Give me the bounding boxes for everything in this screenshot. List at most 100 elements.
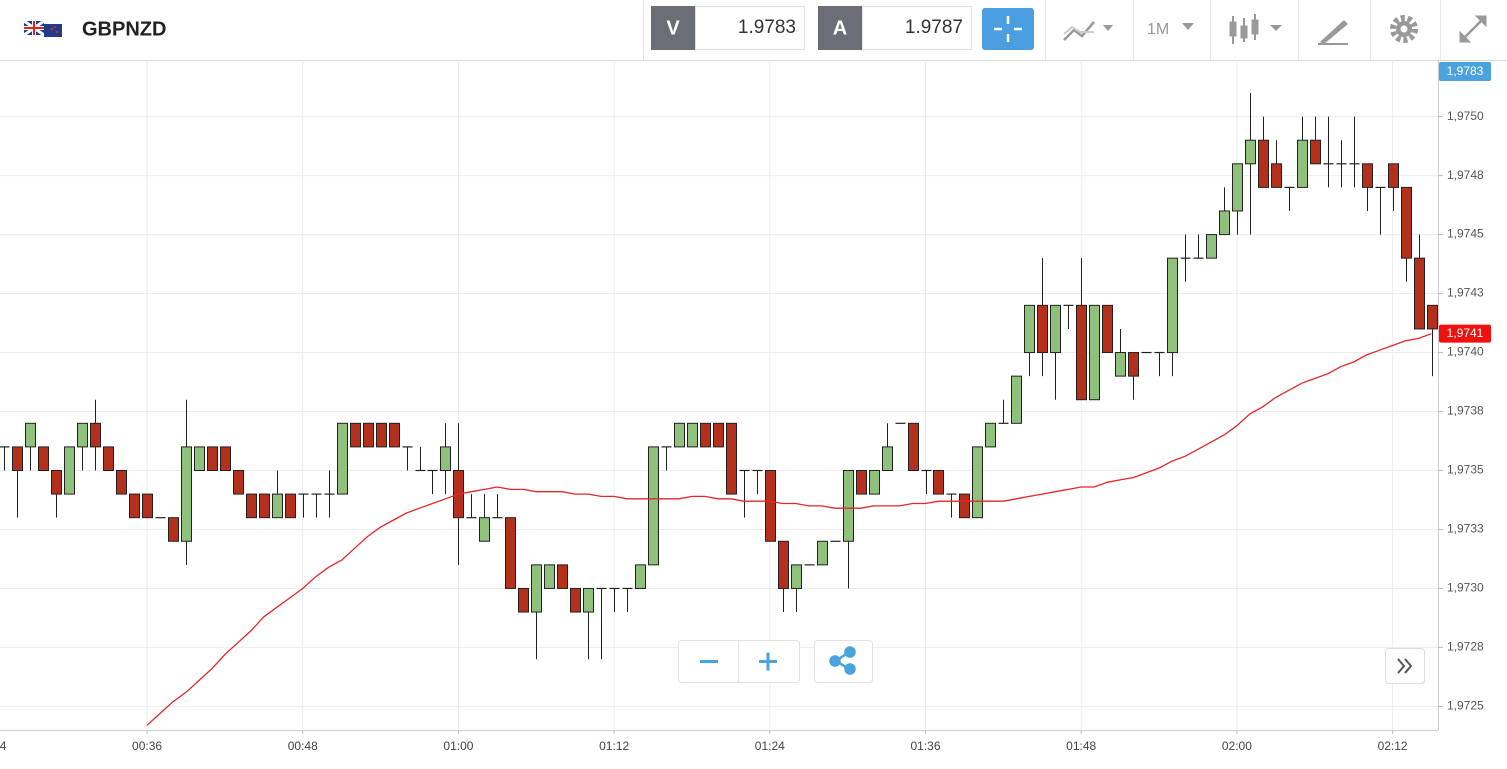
candle-body (700, 422, 711, 448)
share-button[interactable] (814, 640, 873, 683)
candle-body (1219, 210, 1230, 236)
drawing-tools-button[interactable] (1318, 20, 1348, 45)
candle-body (869, 469, 880, 495)
candle-body (1050, 304, 1061, 354)
candle-body (713, 422, 724, 448)
axes: 1,9750 1,9748 1,9745 1,9743 1,9740 1,9738 1,97… (0, 109, 1491, 753)
candle-body (103, 446, 114, 471)
candle-body (908, 422, 919, 471)
candle-body (843, 469, 854, 542)
x-tick-label: 01:48 (1066, 739, 1096, 753)
candle-body (557, 564, 568, 589)
zoom-controls (678, 640, 1425, 684)
candle-body (77, 422, 88, 448)
candle-body (959, 493, 970, 519)
separator (1210, 0, 1211, 60)
chart-type-button[interactable] (1229, 14, 1282, 44)
x-tick-label: 02:00 (1222, 739, 1252, 753)
flag-icon (23, 19, 62, 37)
candle-body (1258, 139, 1269, 188)
y-tick-label: 1,9733 (1447, 522, 1484, 536)
candle-body (765, 469, 776, 542)
double-chevron-icon (1397, 658, 1413, 674)
plot-area (0, 93, 1438, 726)
candle-body (129, 493, 140, 519)
candle-body (1245, 139, 1256, 165)
timeframe-caret (1182, 23, 1194, 30)
x-tick-label: 01:36 (910, 739, 940, 753)
x-tick-label: 01:00 (443, 739, 473, 753)
candle-body (583, 587, 594, 613)
y-tick-label: 1,9730 (1447, 581, 1484, 595)
candle-body (778, 540, 789, 589)
bid-button[interactable] (651, 6, 695, 50)
candle-body (674, 422, 685, 448)
candle-body (1102, 304, 1113, 354)
candle-body (985, 422, 996, 448)
ask-box[interactable] (862, 6, 972, 50)
candle-body (1414, 257, 1425, 330)
candle-body (687, 422, 698, 448)
candle-body (570, 587, 581, 613)
separator (1370, 0, 1371, 60)
candle-body (272, 493, 283, 519)
candle-body (1167, 257, 1178, 354)
last-price-label: 1,9783 (1447, 64, 1484, 78)
candle-body (285, 493, 296, 519)
candle-body (479, 517, 490, 542)
candle-body (531, 564, 542, 613)
candle-body (817, 540, 828, 566)
indicator-button[interactable] (1063, 21, 1113, 41)
candle-body (220, 446, 231, 471)
separator (1133, 0, 1134, 60)
moving-average-line (146, 333, 1432, 726)
crosshair-button[interactable] (982, 8, 1034, 50)
candle-body (544, 564, 555, 589)
candle-body (1271, 163, 1282, 188)
candle-body (194, 446, 205, 471)
candle-body (181, 446, 192, 542)
y-tick-label: 1,9728 (1447, 640, 1484, 654)
candle-body (376, 422, 387, 448)
candle-body (259, 493, 270, 519)
candle-body (389, 422, 400, 448)
y-tick-label: 1,9745 (1447, 227, 1484, 241)
ask-button[interactable] (818, 6, 862, 50)
x-tick-label: 00:24 (0, 739, 7, 753)
y-tick-label: 1,9743 (1447, 286, 1484, 300)
separator (643, 0, 644, 60)
candle-body (116, 469, 127, 495)
y-tick-label: 1,9735 (1447, 463, 1484, 477)
fullscreen-button[interactable] (1459, 15, 1487, 43)
candle-body (1297, 139, 1308, 188)
candle-body (38, 446, 49, 471)
symbol: GBPNZD (82, 18, 166, 40)
bid-price: 1.9783 (738, 17, 796, 38)
y-tick-label: 1,9748 (1447, 168, 1484, 182)
candle-body (142, 493, 153, 519)
crosshair-icon (994, 16, 1022, 42)
bid-box[interactable] (695, 6, 805, 50)
plus-icon (759, 652, 777, 671)
ask-letter: A (833, 17, 847, 39)
candle-body (233, 469, 244, 495)
settings-button[interactable] (1390, 15, 1418, 43)
candle-body (1206, 234, 1217, 259)
separator (1045, 0, 1046, 60)
y-tick-label: 1,9738 (1447, 404, 1484, 418)
candle-body (505, 517, 516, 589)
candle-body (350, 422, 361, 448)
x-tick-label: 00:48 (288, 739, 318, 753)
candle-body (1128, 352, 1139, 377)
candle-body (168, 517, 179, 542)
candle-body (1011, 375, 1022, 424)
x-tick-label: 02:12 (1378, 739, 1408, 753)
candle-body (246, 493, 257, 519)
candle-body (972, 446, 983, 519)
timeframe[interactable]: 1M (1147, 21, 1169, 38)
candle-body (1232, 163, 1243, 212)
x-tick-label: 00:36 (132, 739, 162, 753)
candle-body (1037, 304, 1048, 354)
